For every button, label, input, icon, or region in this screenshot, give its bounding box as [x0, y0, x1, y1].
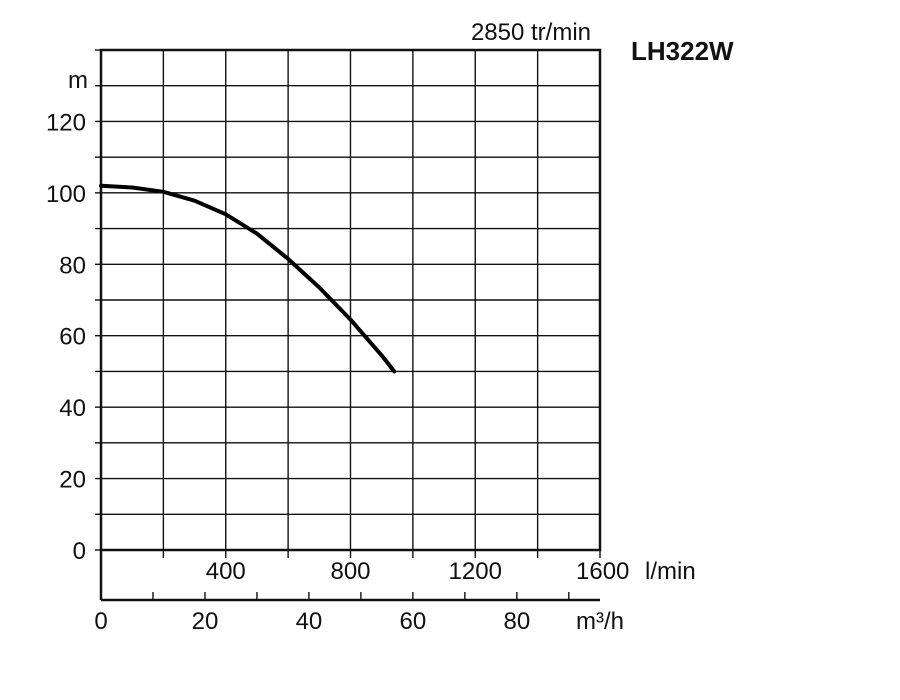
x-axis-label-m3h: m³/h [576, 608, 624, 635]
x-tick-label-m3h: 80 [503, 608, 530, 635]
y-tick-label: 40 [59, 395, 86, 422]
x-tick-label-m3h: 0 [94, 608, 107, 635]
y-tick-label: 100 [46, 181, 86, 208]
subtitle-speed: 2850 tr/min [471, 19, 591, 46]
x-axis-label-lmin: l/min [645, 558, 696, 585]
y-axis-label: m [68, 67, 88, 94]
x-tick-label-lmin: 800 [330, 558, 370, 585]
grid [101, 50, 600, 550]
y-tick-label: 0 [73, 538, 86, 565]
series-layer [99, 183, 397, 374]
x-tick-label-lmin: 1200 [449, 558, 502, 585]
y-tick-label: 80 [59, 252, 86, 279]
chart-title: LH322W [631, 36, 734, 66]
x-tick-label-lmin: 400 [206, 558, 246, 585]
x-tick-label-m3h: 20 [192, 608, 219, 635]
x-tick-label-m3h: 60 [400, 608, 427, 635]
head-curve-series [99, 183, 397, 374]
plot-frame [95, 48, 602, 602]
y-tick-label: 60 [59, 324, 86, 351]
y-tick-label: 120 [46, 109, 86, 136]
x-tick-label-lmin: 1600 [576, 558, 629, 585]
y-tick-label: 20 [59, 467, 86, 494]
y-tick-labels: 0 20 40 60 80 100 120 [46, 109, 86, 565]
x-tick-labels: 400 800 1200 1600 0 20 40 60 80 [94, 558, 629, 635]
x-tick-label-m3h: 40 [296, 608, 323, 635]
